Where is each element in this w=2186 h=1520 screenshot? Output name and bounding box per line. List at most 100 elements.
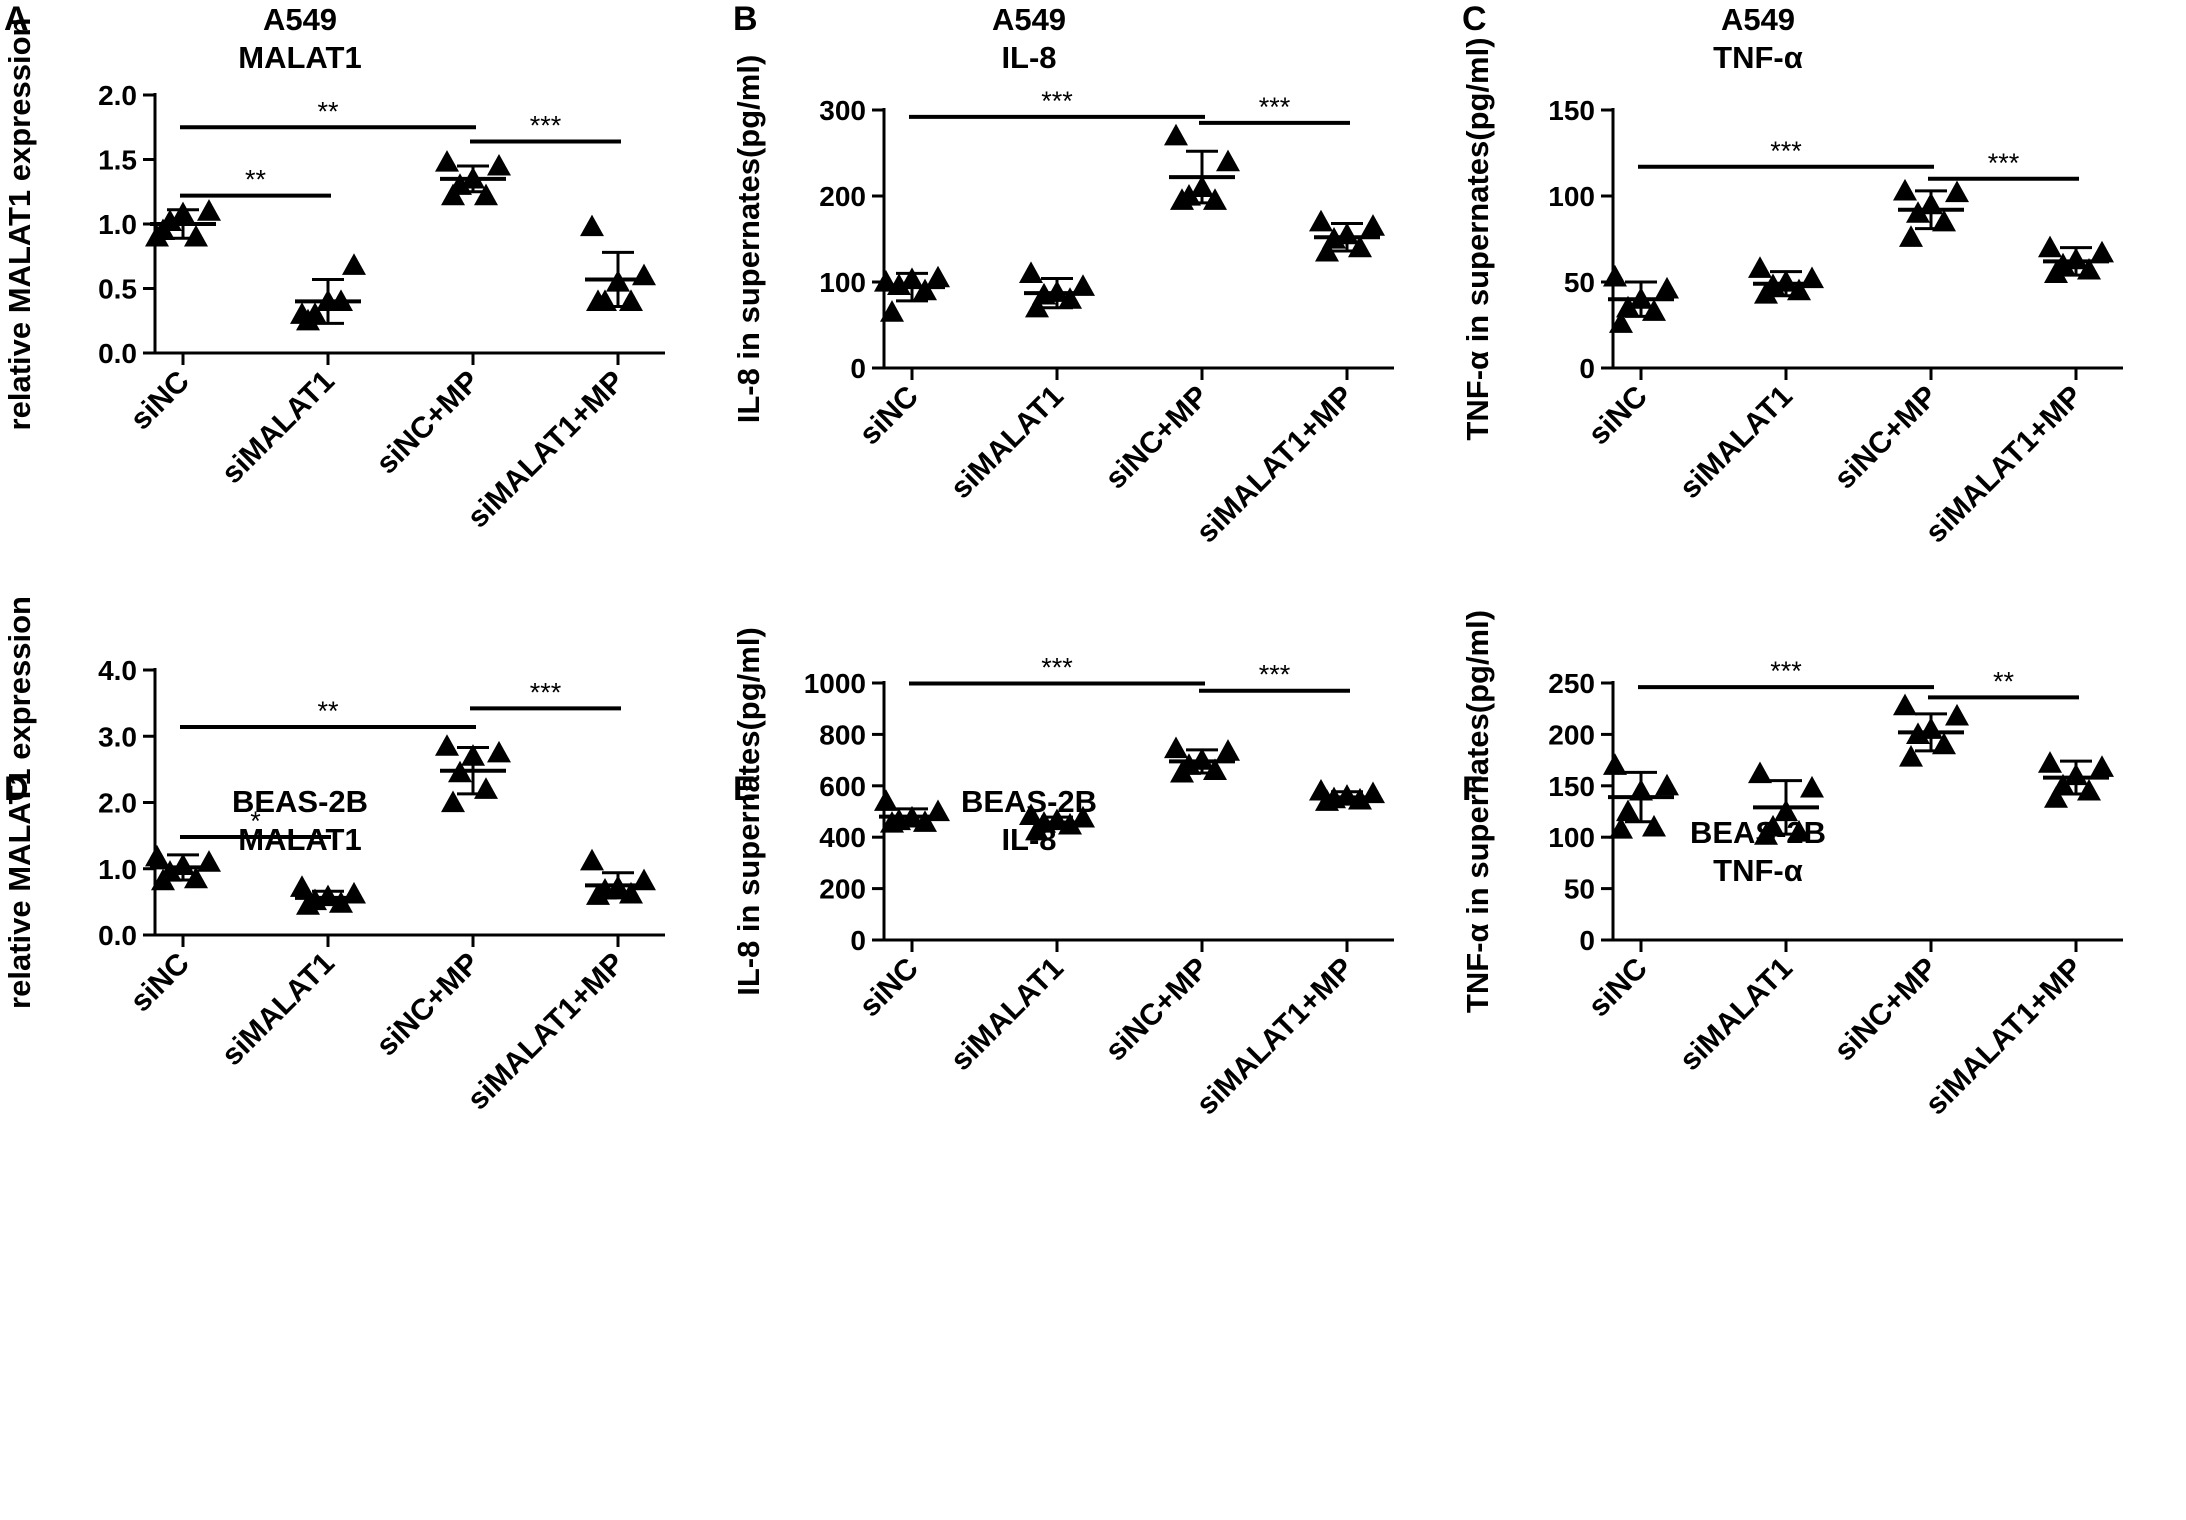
y-tick-label: 50 (1564, 267, 1595, 298)
chart-title-line2: TNF-α (1713, 853, 1803, 888)
x-tick-label: siNC+MP (1828, 380, 1944, 496)
data-point (880, 300, 904, 322)
data-point (1164, 736, 1188, 759)
chart-title-line2: IL-8 (1001, 40, 1056, 75)
x-tick-label: siNC (124, 947, 196, 1019)
y-axis-label: relative MALAT1 expression (2, 596, 37, 1009)
data-point (1945, 703, 1969, 726)
x-tick-label: siNC (1582, 380, 1654, 452)
data-point (913, 810, 937, 832)
panel-a: A A549 MALAT1 relative MALAT1 expression 0.0… (0, 0, 729, 760)
data-point (474, 777, 498, 799)
data-point (2090, 755, 2114, 777)
y-axis-label: IL-8 in supernates(pg/ml) (731, 627, 766, 996)
significance-label: *** (530, 677, 562, 707)
y-tick-label: 600 (819, 771, 866, 802)
data-point (1315, 239, 1339, 262)
chart-title-line1: A549 (263, 2, 337, 37)
x-tick-label: siMALAT1+MP (1919, 952, 2089, 1122)
y-tick-label: 2.0 (98, 80, 137, 111)
y-tick-label: 2.0 (98, 788, 137, 819)
x-tick-label: siMALAT1 (215, 365, 340, 490)
x-tick-label: siNC (1582, 952, 1654, 1024)
x-tick-label: siMALAT1 (1673, 380, 1798, 505)
data-point (887, 273, 911, 296)
panel-b: B A549 IL-8 IL-8 in supernates(pg/ml) 0 100 20… (729, 0, 1458, 760)
data-point (1899, 225, 1923, 247)
y-tick-label: 100 (819, 267, 866, 298)
data-point (926, 265, 950, 288)
x-tick-label: siNC (853, 952, 925, 1024)
y-tick-label: 0 (1579, 353, 1595, 384)
data-point (1170, 188, 1194, 210)
y-tick-label: 0 (850, 353, 866, 384)
x-tick-label: siNC+MP (1828, 952, 1944, 1068)
data-point (1025, 295, 1049, 318)
data-point (474, 183, 498, 206)
data-point (1893, 178, 1917, 201)
significance-label: ** (1993, 666, 2015, 696)
y-axis-label: TNF-α in supernates(pg/ml) (1460, 37, 1495, 440)
data-point (1945, 180, 1969, 203)
data-point (1071, 274, 1095, 296)
data-point (1893, 693, 1917, 716)
y-tick-label: 1.5 (98, 145, 137, 176)
data-point (2044, 786, 2068, 808)
panel-f: F BEAS-2B TNF-α TNF-α in supernates(pg/ml) 0… (1458, 610, 2186, 1520)
data-point (586, 883, 610, 905)
data-point (874, 789, 898, 811)
significance-label: *** (1259, 660, 1291, 690)
data-point (1058, 287, 1082, 309)
data-point (184, 866, 208, 889)
y-tick-label: 400 (819, 822, 866, 853)
data-point (184, 224, 208, 247)
panel-letter: A (4, 0, 29, 38)
significance-label: ** (245, 165, 267, 195)
significance-label: * (250, 806, 261, 836)
data-point (1616, 799, 1640, 822)
chart-title-line2: TNF-α (1713, 40, 1803, 75)
y-axis-label: IL-8 in supernates(pg/ml) (731, 55, 766, 424)
data-point (151, 868, 175, 891)
significance-label: *** (1041, 86, 1073, 116)
chart-title-line2: MALAT1 (238, 40, 361, 75)
x-tick-label: siMALAT1+MP (1190, 380, 1360, 550)
data-point (1203, 758, 1227, 780)
x-tick-label: siMALAT1 (215, 947, 340, 1072)
y-tick-label: 300 (819, 95, 866, 126)
data-point (1025, 818, 1049, 841)
y-tick-label: 200 (819, 874, 866, 905)
data-point (580, 848, 604, 871)
significance-label: ** (317, 696, 339, 726)
y-tick-label: 100 (1548, 822, 1595, 853)
significance-label: *** (1988, 148, 2020, 178)
y-tick-label: 250 (1548, 668, 1595, 699)
y-tick-label: 0.5 (98, 274, 137, 305)
significance-label: *** (1770, 136, 1802, 166)
y-tick-label: 3.0 (98, 721, 137, 752)
data-point (1754, 282, 1778, 304)
y-tick-label: 1.0 (98, 209, 137, 240)
data-point (441, 183, 465, 206)
data-point (1655, 773, 1679, 796)
data-point (1748, 256, 1772, 278)
data-point (1800, 775, 1824, 798)
significance-label: *** (1770, 656, 1802, 686)
x-tick-label: siMALAT1 (944, 952, 1069, 1077)
data-point (290, 875, 314, 897)
data-point (1906, 201, 1930, 223)
significance-label: ** (317, 96, 339, 126)
x-tick-label: siNC+MP (1099, 952, 1215, 1068)
data-point (441, 790, 465, 813)
data-point (880, 811, 904, 833)
x-tick-label: siNC+MP (1099, 380, 1215, 496)
data-point (1754, 823, 1778, 845)
data-point (296, 893, 320, 915)
y-tick-label: 0.0 (98, 338, 137, 369)
x-tick-label: siMALAT1 (944, 380, 1069, 505)
x-tick-label: siNC+MP (370, 947, 486, 1063)
